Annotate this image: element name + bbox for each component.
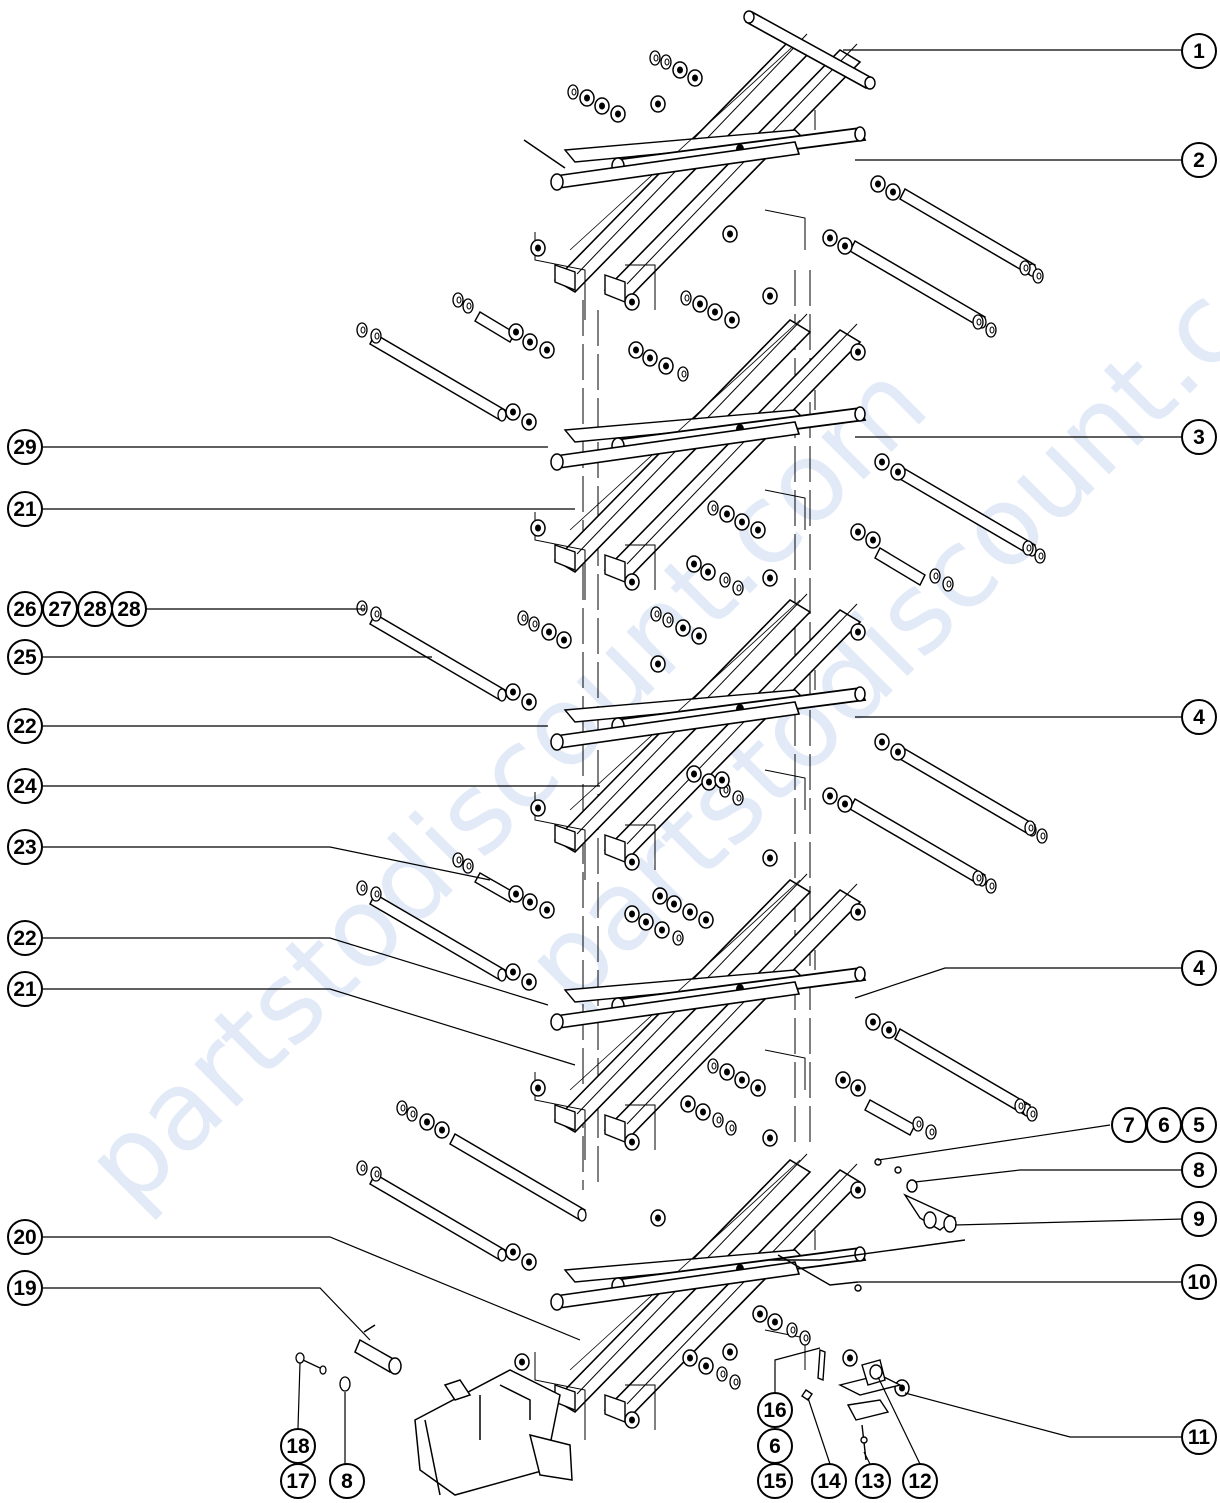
callout-8: 8 — [329, 1463, 365, 1499]
svg-text:24: 24 — [13, 775, 37, 798]
svg-text:13: 13 — [861, 1470, 884, 1493]
svg-text:4: 4 — [1193, 957, 1205, 980]
pin-assemblies-right — [849, 188, 1037, 1136]
cylinder-mount-assembly — [770, 1158, 966, 1461]
callout-5: 5 — [1181, 1107, 1217, 1143]
top-shaft — [523, 10, 876, 169]
callout-10: 10 — [1181, 1264, 1217, 1300]
callout-2: 2 — [1181, 142, 1217, 178]
callout-9: 9 — [1181, 1201, 1217, 1237]
callout-8: 8 — [1181, 1152, 1217, 1188]
callout-24: 24 — [7, 768, 43, 804]
callout-11: 11 — [1181, 1419, 1217, 1455]
svg-text:27: 27 — [48, 598, 71, 621]
svg-text:23: 23 — [13, 836, 36, 859]
svg-text:4: 4 — [1193, 706, 1205, 729]
svg-text:8: 8 — [1193, 1159, 1205, 1182]
svg-text:25: 25 — [13, 646, 37, 669]
svg-text:26: 26 — [13, 598, 36, 621]
svg-text:21: 21 — [13, 978, 37, 1001]
svg-text:8: 8 — [341, 1470, 353, 1493]
callout-28: 28 — [111, 591, 147, 627]
callout-26: 26 — [7, 591, 43, 627]
callout-3: 3 — [1181, 419, 1217, 455]
svg-text:22: 22 — [13, 927, 36, 950]
callout-22: 22 — [7, 920, 43, 956]
callout-29: 29 — [7, 429, 43, 465]
callout-19: 19 — [7, 1270, 43, 1306]
callout-15: 15 — [757, 1463, 793, 1499]
callout-20: 20 — [7, 1219, 43, 1255]
svg-text:18: 18 — [286, 1435, 310, 1458]
svg-text:29: 29 — [13, 436, 36, 459]
svg-text:21: 21 — [13, 498, 37, 521]
svg-text:5: 5 — [1193, 1114, 1205, 1137]
svg-text:7: 7 — [1123, 1114, 1135, 1137]
callout-21: 21 — [7, 491, 43, 527]
svg-text:3: 3 — [1193, 426, 1205, 449]
callout-4: 4 — [1181, 699, 1217, 735]
svg-text:20: 20 — [13, 1226, 36, 1249]
svg-text:14: 14 — [817, 1470, 841, 1493]
callout-17: 17 — [280, 1463, 316, 1499]
callout-28: 28 — [77, 591, 113, 627]
callout-23: 23 — [7, 829, 43, 865]
svg-text:12: 12 — [908, 1470, 931, 1493]
svg-text:19: 19 — [13, 1277, 36, 1300]
callout-22: 22 — [7, 708, 43, 744]
svg-text:28: 28 — [117, 598, 141, 621]
svg-text:17: 17 — [286, 1470, 309, 1493]
svg-text:10: 10 — [1187, 1271, 1210, 1294]
svg-text:15: 15 — [763, 1470, 787, 1493]
callout-6: 6 — [1146, 1107, 1182, 1143]
callout-25: 25 — [7, 639, 43, 675]
small-bolt-left — [295, 1352, 351, 1392]
svg-text:16: 16 — [763, 1399, 786, 1422]
svg-text:22: 22 — [13, 715, 36, 738]
callout-6: 6 — [757, 1428, 793, 1464]
callout-18: 18 — [280, 1428, 316, 1464]
callout-1: 1 — [1181, 33, 1217, 69]
callout-16: 16 — [757, 1392, 793, 1428]
scissor-stage-bottom — [534, 1153, 866, 1441]
svg-text:28: 28 — [83, 598, 107, 621]
callout-4: 4 — [1181, 950, 1217, 986]
callout-13: 13 — [855, 1463, 891, 1499]
callout-14: 14 — [811, 1463, 847, 1499]
callout-12: 12 — [902, 1463, 938, 1499]
callout-21: 21 — [7, 971, 43, 1007]
svg-text:6: 6 — [769, 1435, 781, 1458]
pin-assemblies-left — [369, 311, 587, 1262]
base-mount-bracket — [354, 1324, 573, 1496]
svg-text:6: 6 — [1158, 1114, 1170, 1137]
callout-27: 27 — [42, 591, 78, 627]
svg-text:1: 1 — [1193, 40, 1205, 63]
callouts: 1 2 3 4 4 7 6 5 8 9 10 11 12 13 14 16 6 … — [7, 33, 1217, 1499]
callout-7: 7 — [1111, 1107, 1147, 1143]
leader-lines — [43, 49, 1184, 1465]
scissor-stage-2 — [534, 313, 866, 601]
svg-text:2: 2 — [1193, 149, 1205, 172]
svg-text:9: 9 — [1193, 1208, 1205, 1231]
svg-text:11: 11 — [1188, 1426, 1211, 1449]
